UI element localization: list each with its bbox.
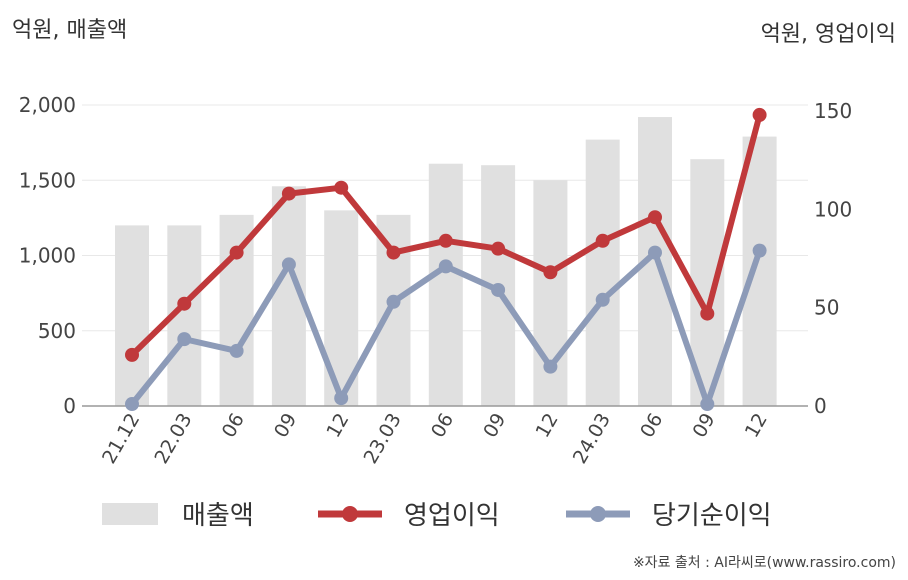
legend-marker [590, 506, 606, 522]
right-tick-label: 0 [814, 394, 827, 418]
left-tick-label: 2,000 [19, 93, 76, 117]
data-point [438, 259, 453, 274]
data-point [648, 210, 662, 225]
data-point [229, 245, 244, 260]
source-note: ※자료 출처 : AI라씨로(www.rassiro.com) [632, 555, 896, 571]
left-tick-label: 0 [63, 394, 76, 418]
bar [376, 214, 411, 406]
bar [428, 163, 463, 406]
data-point [700, 306, 715, 321]
x-axis-ticks: 21.12 22.03 06 09 12 23.03 06 09 12 24.03 06 09 12 [98, 409, 772, 467]
data-point [177, 296, 192, 311]
right-axis-unit: 억원, 영업이익 [760, 22, 896, 47]
data-point [281, 186, 296, 201]
right-tick-label: 100 [814, 197, 852, 221]
data-point [229, 343, 244, 358]
data-point [125, 397, 139, 412]
x-tick-label: 09 [479, 409, 510, 441]
right-tick-label: 150 [814, 99, 852, 123]
left-axis-unit: 억원, 매출액 [12, 18, 128, 43]
data-point [177, 332, 192, 347]
data-point [334, 180, 349, 195]
legend-label: 당기순이익 [652, 501, 772, 531]
left-tick-label: 1,000 [19, 244, 76, 268]
x-tick-label: 23.03 [360, 410, 406, 468]
x-tick-label: 12 [741, 410, 772, 442]
data-point [543, 359, 558, 374]
x-tick-label: 06 [218, 410, 249, 442]
right-tick-label: 50 [814, 296, 839, 320]
x-tick-label: 06 [636, 410, 667, 442]
data-point [281, 257, 296, 272]
bar [742, 136, 777, 407]
left-tick-label: 1,500 [19, 168, 76, 192]
bar [585, 139, 620, 407]
x-tick-label: 09 [270, 410, 301, 442]
data-point [752, 243, 767, 258]
data-point [595, 292, 610, 307]
data-point [386, 245, 401, 260]
legend-label: 영업이익 [404, 501, 500, 531]
legend-label: 매출액 [182, 501, 254, 531]
legend-swatch [102, 503, 158, 525]
x-tick-label: 09 [688, 410, 719, 442]
x-tick-label: 24.03 [569, 410, 615, 468]
data-point [334, 391, 349, 406]
left-tick-label: 500 [38, 319, 76, 343]
x-tick-label: 12 [532, 410, 563, 442]
line-series [125, 107, 767, 412]
x-tick-label: 22.03 [150, 410, 196, 468]
data-point [491, 282, 506, 297]
legend-marker [342, 506, 358, 522]
data-point [125, 347, 139, 362]
bar [115, 225, 149, 406]
right-axis-ticks: 0 50 100 150 [814, 99, 852, 418]
data-point [595, 233, 610, 248]
data-point [543, 265, 558, 280]
x-tick-label: 21.12 [98, 410, 144, 468]
data-point [438, 233, 453, 248]
data-point [700, 397, 715, 412]
x-tick-label: 12 [322, 410, 353, 442]
legend: 매출액 영업이익 당기순이익 [102, 501, 772, 531]
data-point [491, 241, 506, 256]
data-point [752, 107, 767, 122]
data-point [386, 294, 401, 309]
left-axis-ticks: 0 500 1,000 1,500 2,000 [19, 93, 76, 418]
data-point [648, 245, 662, 260]
x-tick-label: 06 [427, 410, 458, 442]
